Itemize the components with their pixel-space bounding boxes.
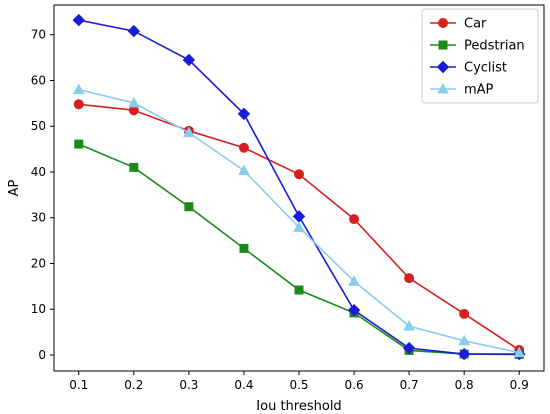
data-point-pedstrian xyxy=(74,139,84,149)
data-point-map xyxy=(127,96,140,108)
data-point-map xyxy=(293,221,305,232)
data-point-car xyxy=(73,99,84,110)
y-tick-label: 40 xyxy=(31,165,46,179)
data-point-cyclist xyxy=(182,53,196,67)
x-tick-label: 0.8 xyxy=(455,378,474,392)
data-point-cyclist xyxy=(237,107,251,121)
data-point-pedstrian xyxy=(184,202,194,212)
data-point-map xyxy=(458,334,471,346)
legend-marker-pedstrian xyxy=(438,40,448,50)
legend: Car Pedstrian Cyclist mAP xyxy=(421,8,539,104)
x-tick-label: 0.4 xyxy=(234,378,253,392)
data-point-cyclist xyxy=(402,341,416,355)
legend-item-cyclist: Cyclist xyxy=(430,61,507,76)
data-point-map xyxy=(238,164,250,176)
data-point-map xyxy=(183,126,195,138)
y-tick-label: 70 xyxy=(31,28,46,42)
y-axis-ticks: 0 10 20 30 40 50 60 70 xyxy=(31,28,54,362)
data-point-cyclist xyxy=(347,303,361,317)
series-cyclist xyxy=(72,13,526,361)
legend-item-pedstrian: Pedstrian xyxy=(430,39,525,54)
legend-label-car: Car xyxy=(464,17,487,32)
data-point-map xyxy=(348,275,360,286)
legend-item-car: Car xyxy=(430,17,487,32)
legend-marker-map xyxy=(437,82,449,94)
x-axis-title: Iou threshold xyxy=(256,399,341,414)
data-point-car xyxy=(349,214,360,225)
y-tick-label: 50 xyxy=(31,119,46,133)
legend-label-pedstrian: Pedstrian xyxy=(464,39,525,54)
data-point-pedstrian xyxy=(294,285,304,295)
data-point-car xyxy=(294,169,304,180)
data-point-car xyxy=(238,142,249,153)
data-point-map xyxy=(72,83,85,95)
data-point-car xyxy=(459,308,470,319)
data-point-car xyxy=(404,273,415,284)
legend-marker-cyclist xyxy=(436,60,450,74)
y-axis-title: AP xyxy=(7,179,22,196)
y-tick-label: 60 xyxy=(31,73,46,87)
data-point-cyclist xyxy=(127,24,141,38)
series-car xyxy=(73,99,525,355)
legend-box xyxy=(421,8,539,104)
series-map xyxy=(72,83,526,358)
data-point-cyclist xyxy=(457,347,471,361)
y-tick-label: 10 xyxy=(31,302,46,316)
x-tick-label: 0.6 xyxy=(345,378,364,392)
legend-item-map: mAP xyxy=(430,83,494,98)
x-axis-ticks: 0.1 0.2 0.3 0.4 0.5 0.6 0.7 0.8 0.9 xyxy=(69,371,529,392)
data-point-cyclist xyxy=(72,13,85,27)
x-tick-label: 0.2 xyxy=(124,378,143,392)
data-point-pedstrian xyxy=(239,243,249,253)
legend-marker-car xyxy=(438,18,448,28)
y-tick-label: 0 xyxy=(38,348,46,362)
data-point-map xyxy=(513,346,526,358)
y-tick-label: 20 xyxy=(31,256,46,270)
legend-label-cyclist: Cyclist xyxy=(464,61,507,76)
x-tick-label: 0.7 xyxy=(400,378,419,392)
x-tick-label: 0.5 xyxy=(289,378,308,392)
x-tick-label: 0.1 xyxy=(69,378,88,392)
y-tick-label: 30 xyxy=(31,211,46,225)
x-tick-label: 0.9 xyxy=(510,378,529,392)
data-point-pedstrian xyxy=(129,162,139,172)
x-tick-label: 0.3 xyxy=(179,378,198,392)
series-layer xyxy=(72,13,526,361)
legend-label-map: mAP xyxy=(464,83,494,98)
data-point-map xyxy=(403,320,415,331)
